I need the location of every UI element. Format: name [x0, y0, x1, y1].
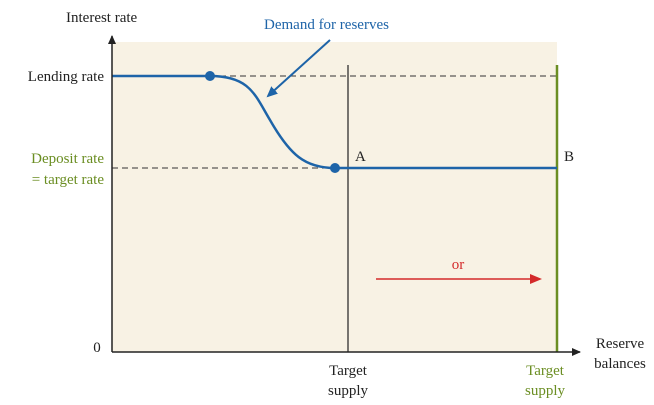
supply-label: Target — [329, 363, 368, 379]
kink-point — [205, 71, 215, 81]
curve-label: Demand for reserves — [264, 17, 389, 33]
deposit-label: Deposit rate — [31, 151, 104, 167]
kink-point — [330, 163, 340, 173]
lending-label: Lending rate — [28, 69, 105, 85]
point-label: A — [355, 149, 366, 165]
new-supply-label: supply — [525, 383, 566, 399]
point-label: B — [564, 149, 574, 165]
x-axis-label: Reserve — [596, 336, 645, 352]
supply-label: supply — [328, 383, 369, 399]
label-arrow — [266, 39, 331, 98]
deposit-label: = target rate — [32, 172, 105, 188]
demand-curve — [112, 74, 557, 170]
plot-area — [112, 42, 557, 352]
y-axis-label: Interest rate — [66, 10, 138, 26]
shift-label: or — [452, 257, 465, 273]
origin-label: 0 — [93, 340, 101, 356]
new-supply-label: Target — [526, 363, 565, 379]
x-axis-label: balances — [594, 356, 646, 372]
